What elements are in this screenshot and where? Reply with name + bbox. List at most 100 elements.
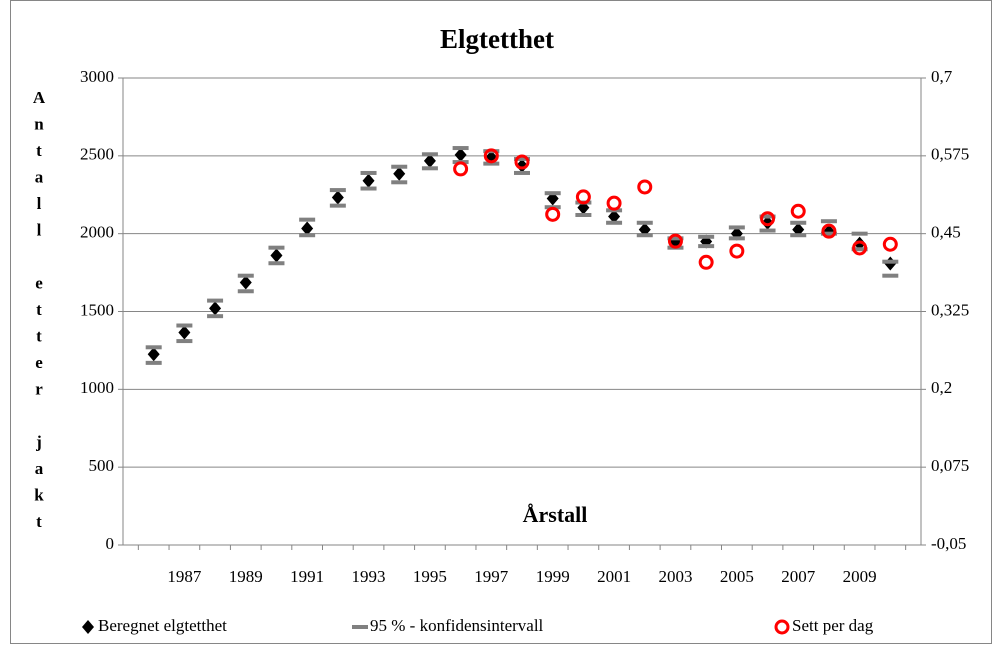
diamond-marker: [638, 222, 651, 237]
interval-dash: [698, 234, 715, 239]
interval-dash: [851, 231, 868, 236]
interval-dash: [759, 228, 776, 233]
interval-dash: [544, 191, 561, 196]
circle-marker: [637, 179, 653, 195]
interval-dash: [820, 231, 837, 236]
chart-title: Elgtetthet: [440, 24, 554, 54]
diamond-marker: [209, 301, 222, 316]
interval-dash: [575, 212, 592, 217]
interval-dash: [207, 298, 224, 303]
interval-dash: [882, 259, 899, 264]
interval-dash: [145, 345, 162, 350]
x-tick-label: 1999: [536, 567, 570, 586]
legend-marker: [352, 625, 368, 629]
interval-dash: [391, 164, 408, 169]
interval-dash: [514, 156, 530, 161]
x-tick-label: 1993: [352, 567, 386, 586]
y2-tick-label: 0,45: [931, 223, 961, 242]
diamond-marker: [301, 221, 314, 236]
interval-dash: [268, 245, 285, 250]
interval-dash: [360, 186, 377, 191]
diamond-marker: [147, 347, 160, 362]
interval-dash: [483, 161, 500, 166]
circle-marker: [575, 189, 591, 205]
diamond-marker: [454, 147, 467, 162]
interval-dash: [728, 225, 745, 230]
x-tick-label: 1995: [413, 567, 447, 586]
circle-marker: [821, 223, 837, 239]
y-tick-label: 1000: [80, 378, 114, 397]
interval-dash: [882, 273, 899, 278]
x-tick-label: 1989: [229, 567, 263, 586]
diamond-marker: [393, 166, 406, 181]
circle-marker: [698, 254, 714, 270]
diamond-marker: [853, 236, 866, 251]
interval-dash: [237, 289, 254, 294]
interval-dash: [421, 166, 438, 171]
interval-dash: [207, 314, 224, 319]
interval-dash: [790, 233, 807, 238]
interval-dash: [759, 214, 776, 219]
diamond-marker: [761, 215, 774, 230]
circle-marker: [667, 233, 683, 249]
x-axis-label: Årstall: [523, 502, 588, 527]
interval-dash: [820, 219, 837, 224]
interval-dash: [698, 244, 715, 249]
y2-tick-label: 0,075: [931, 456, 969, 475]
interval-dash: [851, 247, 868, 252]
interval-dash: [299, 233, 316, 238]
interval-dash: [299, 217, 316, 222]
circle-marker: [514, 154, 530, 170]
interval-dash: [391, 180, 408, 185]
y-tick-label: 1500: [80, 300, 114, 319]
x-tick-label: 2009: [843, 567, 877, 586]
y2-tick-label: -0,05: [931, 534, 966, 553]
diamond-marker: [516, 158, 528, 173]
circle-marker: [483, 148, 499, 164]
diamond-marker: [239, 275, 252, 290]
y2-tick-label: 0,325: [931, 300, 969, 319]
interval-dash: [421, 152, 438, 157]
circle-marker: [606, 195, 622, 211]
circle-marker: [545, 206, 561, 222]
y-tick-label: 0: [106, 534, 115, 553]
diamond-marker: [178, 325, 191, 340]
interval-dash: [606, 220, 623, 225]
interval-dash: [329, 188, 346, 193]
interval-dash: [176, 323, 193, 328]
x-tick-label: 1997: [474, 567, 509, 586]
legend-label: Beregnet elgtetthet: [98, 616, 227, 635]
x-tick-label: 1987: [167, 567, 202, 586]
circle-marker: [882, 236, 898, 252]
diamond-marker: [792, 222, 805, 237]
diamond-marker: [362, 173, 375, 188]
legend-label: Sett per dag: [792, 616, 874, 635]
y-tick-label: 500: [89, 456, 115, 475]
diamond-marker: [331, 190, 344, 205]
interval-dash: [728, 236, 745, 241]
interval-dash: [514, 170, 530, 175]
interval-dash: [667, 236, 684, 241]
legend-marker: [774, 619, 790, 635]
circle-marker: [729, 243, 745, 259]
circle-marker: [852, 240, 868, 256]
circle-marker: [790, 203, 806, 219]
y-tick-label: 2000: [80, 223, 114, 242]
diamond-marker: [423, 153, 436, 168]
circle-marker: [760, 211, 776, 227]
interval-dash: [452, 146, 469, 151]
interval-dash: [790, 220, 807, 225]
y-tick-label: 3000: [80, 67, 114, 86]
x-tick-label: 1991: [290, 567, 324, 586]
x-tick-label: 2007: [781, 567, 816, 586]
diamond-marker: [608, 209, 621, 224]
y2-tick-label: 0,2: [931, 378, 952, 397]
interval-dash: [268, 261, 285, 266]
y-tick-label: 2500: [80, 145, 114, 164]
legend-marker: [82, 620, 94, 634]
interval-dash: [636, 233, 653, 238]
interval-dash: [360, 170, 377, 175]
chart-border: [10, 0, 992, 644]
x-tick-label: 2001: [597, 567, 631, 586]
